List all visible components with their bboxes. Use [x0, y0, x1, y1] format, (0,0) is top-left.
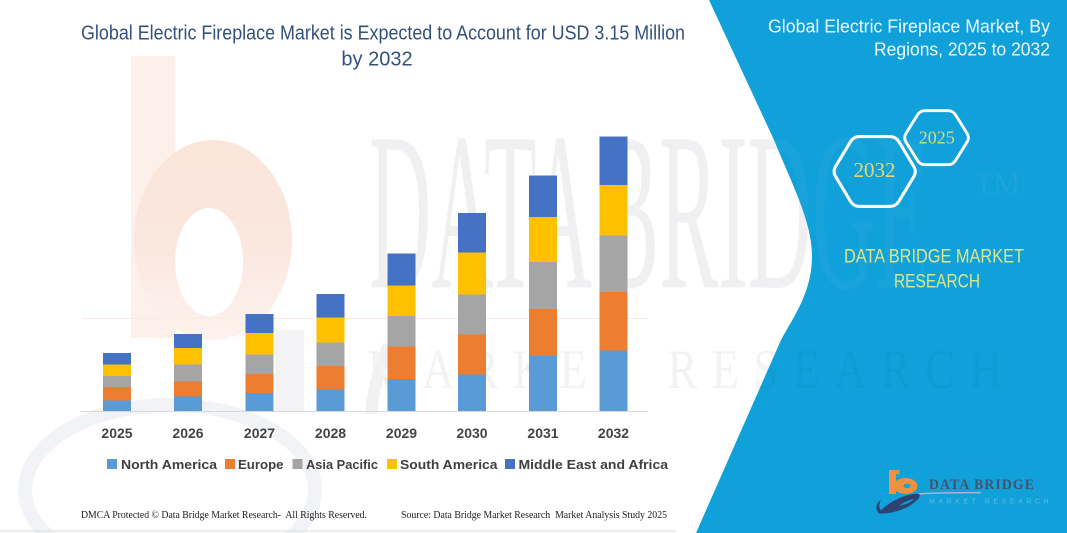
- svg-text:DMCA Protected © Data Bridge M: DMCA Protected © Data Bridge Market Rese…: [81, 509, 367, 521]
- svg-text:Asia Pacific: Asia Pacific: [306, 457, 378, 472]
- svg-text:DATA BRIDGE MARKET: DATA BRIDGE MARKET: [844, 247, 1024, 268]
- svg-text:2032: 2032: [854, 158, 896, 182]
- svg-text:2025: 2025: [101, 425, 132, 441]
- svg-text:Source: Data Bridge Market Res: Source: Data Bridge Market Research Mark…: [401, 509, 667, 521]
- svg-text:South America: South America: [400, 457, 498, 472]
- svg-text:2027: 2027: [244, 425, 275, 441]
- svg-text:DATA BRIDGE: DATA BRIDGE: [929, 477, 1035, 493]
- svg-text:Regions, 2025 to 2032: Regions, 2025 to 2032: [874, 39, 1050, 60]
- svg-text:2032: 2032: [598, 425, 629, 441]
- svg-text:2028: 2028: [315, 425, 346, 441]
- svg-text:TM: TM: [975, 167, 1020, 200]
- svg-text:Europe: Europe: [238, 457, 284, 472]
- svg-text:Global Electric Fireplace Mark: Global Electric Fireplace Market, By: [768, 16, 1051, 37]
- svg-text:Global Electric Fireplace Mark: Global Electric Fireplace Market is Expe…: [81, 23, 685, 45]
- svg-text:RESEARCH: RESEARCH: [894, 272, 980, 293]
- svg-text:MARKET RESEARCH: MARKET RESEARCH: [929, 499, 1052, 506]
- svg-text:North America: North America: [121, 457, 218, 472]
- svg-text:2030: 2030: [456, 425, 487, 441]
- svg-text:by 2032: by 2032: [341, 49, 412, 71]
- svg-text:Middle East and Africa: Middle East and Africa: [519, 457, 669, 472]
- svg-text:2031: 2031: [527, 425, 558, 441]
- svg-text:2029: 2029: [386, 425, 417, 441]
- svg-text:2026: 2026: [172, 425, 203, 441]
- svg-text:2025: 2025: [919, 128, 955, 148]
